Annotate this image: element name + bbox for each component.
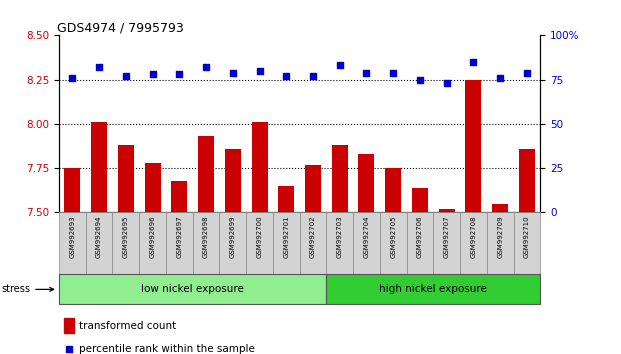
Text: GSM992708: GSM992708 — [471, 216, 476, 258]
Point — [308, 73, 318, 79]
Point — [415, 77, 425, 82]
Point — [281, 73, 291, 79]
Bar — [118, 145, 134, 212]
Text: GSM992705: GSM992705 — [390, 216, 396, 258]
Point — [255, 68, 265, 74]
Bar — [171, 181, 188, 212]
Bar — [412, 188, 428, 212]
Point — [94, 64, 104, 70]
Bar — [246, 212, 273, 274]
Bar — [487, 212, 514, 274]
Bar — [198, 136, 214, 212]
Text: high nickel exposure: high nickel exposure — [379, 284, 487, 295]
Bar — [299, 212, 327, 274]
Text: GSM992700: GSM992700 — [256, 216, 263, 258]
Bar — [86, 212, 112, 274]
Point — [175, 72, 184, 77]
Text: GDS4974 / 7995793: GDS4974 / 7995793 — [57, 21, 183, 34]
Point — [335, 63, 345, 68]
Bar — [353, 212, 380, 274]
Bar — [514, 212, 540, 274]
Bar — [278, 186, 294, 212]
Text: GSM992706: GSM992706 — [417, 216, 423, 258]
Text: GSM992704: GSM992704 — [363, 216, 369, 258]
Point — [495, 75, 505, 81]
Text: GSM992693: GSM992693 — [70, 216, 75, 258]
Bar — [305, 165, 321, 212]
Text: GSM992696: GSM992696 — [150, 216, 156, 258]
Bar — [112, 212, 139, 274]
Bar — [332, 145, 348, 212]
Text: GSM992709: GSM992709 — [497, 216, 503, 258]
Text: GSM992699: GSM992699 — [230, 216, 236, 258]
Bar — [145, 163, 161, 212]
Point — [68, 75, 78, 81]
Bar — [91, 122, 107, 212]
Point — [522, 70, 532, 75]
Point — [64, 347, 74, 352]
Text: low nickel exposure: low nickel exposure — [141, 284, 244, 295]
Bar — [219, 212, 246, 274]
Text: GSM992698: GSM992698 — [203, 216, 209, 258]
Text: GSM992695: GSM992695 — [123, 216, 129, 258]
Bar — [193, 212, 219, 274]
Bar — [460, 212, 487, 274]
Bar — [492, 204, 508, 212]
Bar — [273, 212, 299, 274]
Text: GSM992707: GSM992707 — [443, 216, 450, 258]
Point — [201, 64, 211, 70]
Bar — [358, 154, 374, 212]
Bar — [385, 168, 401, 212]
Bar — [252, 122, 268, 212]
Point — [121, 73, 131, 79]
Point — [442, 80, 451, 86]
Bar — [59, 274, 327, 304]
Point — [468, 59, 478, 65]
Text: GSM992702: GSM992702 — [310, 216, 316, 258]
Bar — [519, 149, 535, 212]
Bar — [139, 212, 166, 274]
Text: GSM992701: GSM992701 — [283, 216, 289, 258]
Bar — [327, 212, 353, 274]
Bar — [465, 80, 481, 212]
Text: GSM992697: GSM992697 — [176, 216, 183, 258]
Bar — [64, 318, 75, 333]
Text: transformed count: transformed count — [79, 320, 176, 331]
Bar — [380, 212, 407, 274]
Text: stress: stress — [1, 284, 53, 295]
Text: percentile rank within the sample: percentile rank within the sample — [79, 344, 255, 354]
Text: GSM992710: GSM992710 — [524, 216, 530, 258]
Point — [388, 70, 398, 75]
Point — [228, 70, 238, 75]
Bar — [225, 149, 241, 212]
Bar — [327, 274, 540, 304]
Bar — [65, 168, 80, 212]
Bar — [59, 212, 86, 274]
Bar — [433, 212, 460, 274]
Point — [361, 70, 371, 75]
Bar — [438, 209, 455, 212]
Text: GSM992703: GSM992703 — [337, 216, 343, 258]
Text: GSM992694: GSM992694 — [96, 216, 102, 258]
Bar — [166, 212, 193, 274]
Point — [148, 72, 158, 77]
Bar — [407, 212, 433, 274]
